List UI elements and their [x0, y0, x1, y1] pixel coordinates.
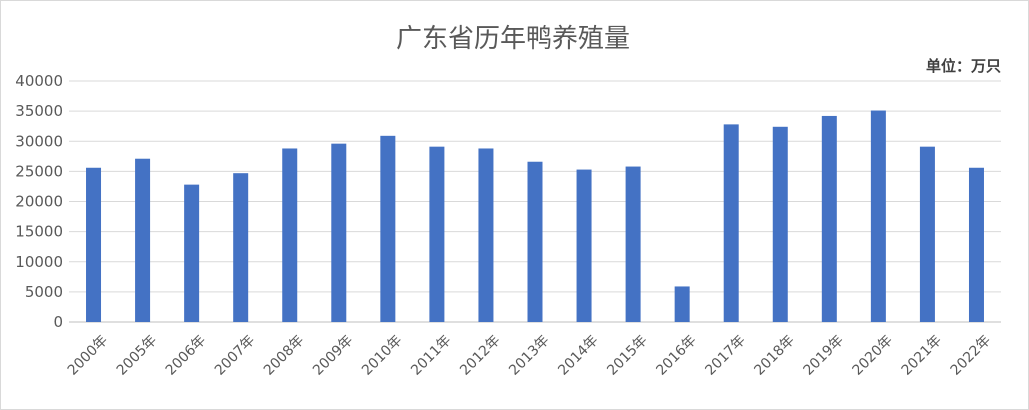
x-tick-label: 2005年 — [114, 332, 160, 378]
bar-2006年 — [184, 184, 200, 322]
bar-2005年 — [135, 158, 151, 322]
x-tick-label: 2016年 — [653, 332, 699, 378]
chart-title: 广东省历年鸭养殖量 — [396, 24, 630, 54]
y-tick-label: 20000 — [15, 193, 63, 211]
x-tick-label: 2017年 — [702, 332, 748, 378]
unit-note: 单位：万只 — [926, 57, 1001, 75]
bar-2014年 — [576, 169, 592, 322]
x-tick-label: 2015年 — [604, 332, 650, 378]
bar-2020年 — [870, 110, 886, 323]
x-tick-label: 2006年 — [163, 332, 209, 378]
bar-2000年 — [86, 167, 102, 322]
bar-2013年 — [527, 161, 543, 322]
bar-2007年 — [233, 173, 249, 322]
y-tick-label: 10000 — [15, 253, 63, 271]
x-tick-label: 2020年 — [850, 332, 896, 378]
bar-2009年 — [331, 143, 347, 322]
x-tick-label: 2022年 — [948, 332, 994, 378]
bars-layer — [86, 110, 984, 323]
x-tick-label: 2007年 — [212, 332, 258, 378]
bar-2012年 — [478, 148, 494, 322]
bar-2019年 — [821, 115, 837, 322]
x-tick-label: 2011年 — [408, 332, 454, 378]
y-tick-labels: 0 5000 10000 15000 20000 25000 30000 35000 40000 — [15, 72, 63, 331]
y-tick-label: 40000 — [15, 72, 63, 90]
y-tick-label: 0 — [53, 313, 63, 331]
y-tick-label: 5000 — [25, 283, 63, 301]
bar-2008年 — [282, 148, 298, 322]
x-tick-labels: 2000年 2005年 2006年 2007年 2008年 2009年 2010年 2011年… — [65, 332, 994, 378]
bar-2021年 — [919, 146, 935, 322]
x-tick-label: 2010年 — [359, 332, 405, 378]
y-tick-label: 25000 — [15, 162, 63, 180]
x-tick-label: 2012年 — [457, 332, 503, 378]
bar-2016年 — [674, 286, 690, 322]
bar-2022年 — [968, 167, 984, 322]
x-tick-label: 2014年 — [555, 332, 601, 378]
bar-2015年 — [625, 166, 641, 322]
bar-2017年 — [723, 124, 739, 322]
x-tick-label: 2013年 — [506, 332, 552, 378]
bar-2011年 — [429, 146, 445, 322]
bar-2010年 — [380, 135, 396, 322]
y-tick-label: 30000 — [15, 132, 63, 150]
x-tick-label: 2018年 — [751, 332, 797, 378]
bar-2018年 — [772, 126, 788, 322]
x-tick-label: 2009年 — [310, 332, 356, 378]
x-tick-label: 2021年 — [899, 332, 945, 378]
x-tick-label: 2008年 — [261, 332, 307, 378]
x-tick-label: 2019年 — [801, 332, 847, 378]
x-tick-label: 2000年 — [65, 332, 111, 378]
y-tick-label: 35000 — [15, 102, 63, 120]
y-tick-label: 15000 — [15, 223, 63, 241]
